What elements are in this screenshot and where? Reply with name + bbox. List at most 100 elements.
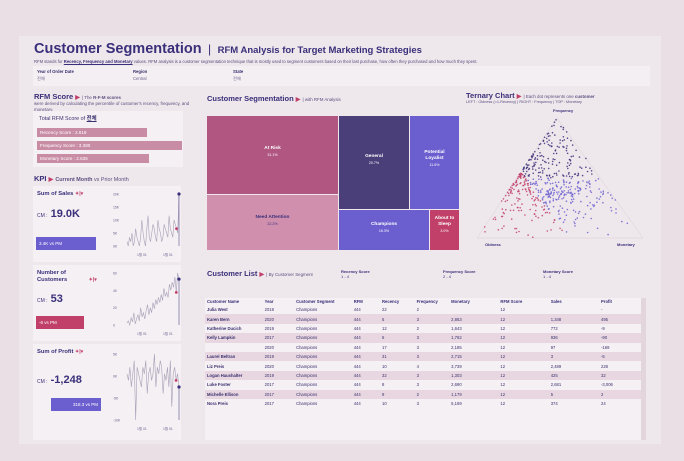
column-header[interactable]: RFM Score — [500, 299, 523, 304]
table-cell: Champions — [296, 344, 318, 350]
table-cell: 2 — [416, 325, 419, 331]
column-header[interactable]: Profit — [601, 299, 612, 304]
customer-dot — [532, 178, 535, 180]
customer-dot — [589, 167, 591, 169]
customer-dot — [521, 203, 523, 205]
customer-dot — [566, 192, 568, 194]
frequency-score-bar[interactable]: Frequency Score : 3.380 — [37, 141, 182, 150]
segment-about-to-sleep[interactable]: About to Sleep 3.0% — [430, 210, 459, 250]
customer-dot — [548, 212, 551, 214]
customer-dot — [539, 200, 542, 202]
customer-dot — [524, 183, 526, 185]
x-tick-label: 1월 01 — [137, 252, 147, 257]
table-cell: 936 — [548, 333, 600, 343]
x-tick-label: 1월 01 — [163, 426, 173, 431]
ternary-frame — [476, 117, 644, 239]
customer-dot — [545, 202, 547, 205]
customer-dot — [553, 193, 555, 195]
customer-dot — [554, 134, 556, 136]
customer-dot — [547, 178, 549, 180]
column-header[interactable]: Year — [264, 299, 274, 304]
customer-dot — [516, 183, 519, 186]
customer-dot — [541, 198, 544, 201]
column-header[interactable]: Recency — [382, 299, 400, 304]
segment-need-attention-name: Need Attention — [255, 215, 290, 220]
y-tick-label: 5K — [113, 353, 118, 357]
customer-dot — [547, 162, 550, 164]
column-header[interactable]: Customer Name — [207, 299, 240, 304]
customer-dot — [521, 173, 524, 176]
kpi-profit-card[interactable]: Sum of Profit ✦|▾ CM : -1,248 318.3 vs P… — [33, 344, 181, 440]
table-cell: 1,762 — [449, 333, 499, 343]
customer-dot — [551, 182, 554, 185]
monetary-score-bar[interactable]: Monetary Score : 2.635 — [37, 154, 149, 163]
table-row[interactable]: Karen Bern 2020 Champions 444 5 3 2,863 12 1,348… — [205, 314, 641, 324]
customer-dot — [563, 194, 565, 197]
kpi-sales-card[interactable]: Sum of Sales ✦|▾ CM : 19.0K 3.4K vs PM 2… — [33, 186, 181, 262]
customer-dot — [530, 158, 532, 161]
customer-dot — [552, 199, 555, 202]
column-header[interactable]: Monetary — [451, 299, 470, 304]
customer-dot — [543, 142, 546, 145]
customer-dot — [546, 193, 549, 196]
segment-need-attention[interactable]: Need Attention 22.2% — [207, 195, 338, 250]
table-row[interactable]: Luke Foster 2017 Champions 444 8 3 2,690 12 2,68… — [205, 380, 641, 389]
table-row[interactable]: Laurel Beltran 2019 Champions 444 31 3 2,715 12… — [205, 351, 641, 362]
table-cell: Champions — [296, 325, 318, 331]
segment-general[interactable]: General 20.7% — [339, 116, 409, 209]
sparkline-series — [126, 353, 180, 421]
table-row[interactable]: Nora Preis 2017 Champions 444 10 3 5,169 12 374 2… — [205, 399, 641, 408]
customer-dot — [578, 187, 581, 189]
table-row[interactable]: Michelle Ellison 2017 Champions 444 9 2 1,179 1… — [205, 389, 641, 399]
table-cell: 3 — [414, 314, 450, 324]
recency-score-bar[interactable]: Recency Score : 2.618 — [37, 128, 147, 137]
table-row[interactable]: Kelly Lampkin 2017 Champions 444 6 3 1,762 12 93… — [205, 333, 641, 343]
customer-dot — [539, 190, 542, 192]
filter-year[interactable]: Year of Order Date 전체 — [37, 69, 74, 82]
filter-region[interactable]: Region Central — [133, 69, 147, 81]
column-header[interactable]: Frequency — [416, 299, 438, 304]
customer-dot — [543, 208, 546, 211]
page-title: Customer Segmentation | RFM Analysis for… — [34, 40, 422, 58]
column-header[interactable]: Sales — [550, 299, 562, 304]
segment-at-risk[interactable]: At Risk 31.1% — [207, 116, 338, 194]
table-scrollbar[interactable] — [641, 298, 646, 440]
table-cell: 12 — [382, 325, 387, 331]
customer-dot — [578, 210, 581, 213]
table-cell: 444 — [351, 370, 381, 381]
filter-state[interactable]: State 전체 — [233, 69, 243, 82]
column-header[interactable]: Customer Segment — [296, 299, 335, 304]
table-cell: 32 — [599, 370, 641, 381]
table-row[interactable]: Katherine Ducich 2019 Champions 444 12 2 1,643… — [205, 324, 641, 333]
customer-dot — [558, 196, 560, 198]
table-cell: Julia West — [207, 307, 228, 313]
kpi-profit-cm: CM : — [37, 379, 48, 385]
kpi-customers-card[interactable]: Number of Customers ✦|▾ CM : 53 -6 vs PM… — [33, 265, 181, 341]
table-row[interactable]: Julia West 2018 Champions 444 22 2 12- — [205, 305, 641, 314]
table-row[interactable]: Logan Haushalter 2019 Champions 444 32 3 1,303… — [205, 370, 641, 381]
customer-dot — [546, 230, 549, 232]
customer-dot — [567, 186, 570, 189]
customer-dot — [550, 145, 553, 148]
customer-dot — [565, 231, 568, 233]
customer-dot — [548, 139, 550, 141]
legend-recency: Recency Score 1 - 4 — [341, 269, 370, 279]
table-cell: 5 — [548, 389, 600, 399]
segment-treemap: At Risk 31.1% General 20.7% Potential Loya… — [207, 116, 459, 250]
table-row[interactable]: 2020 Champions 444 17 3 2,185 12 97 -169 — [205, 343, 641, 352]
kpi-customers-value: 53 — [50, 293, 63, 305]
column-header[interactable]: RFM — [353, 299, 363, 304]
customer-dot — [571, 192, 573, 195]
segment-potential-loyalist[interactable]: Potential Loyalist 11.6% — [410, 116, 459, 209]
customer-dot — [511, 192, 513, 195]
customer-dot — [509, 209, 512, 212]
segment-champions[interactable]: Champions 16.3% — [339, 210, 429, 250]
customer-dot — [541, 197, 544, 199]
table-cell: 444 — [353, 382, 361, 388]
table-cell: 10 — [382, 401, 387, 407]
table-row[interactable]: Liz Preis 2020 Champions 444 10 4 3,739 12 2,489… — [205, 361, 641, 370]
customer-dot — [501, 227, 503, 230]
y-tick-label: 40 — [113, 289, 117, 293]
kpi-suffix: vs Prior Month — [93, 177, 129, 183]
customer-dot — [539, 152, 541, 154]
